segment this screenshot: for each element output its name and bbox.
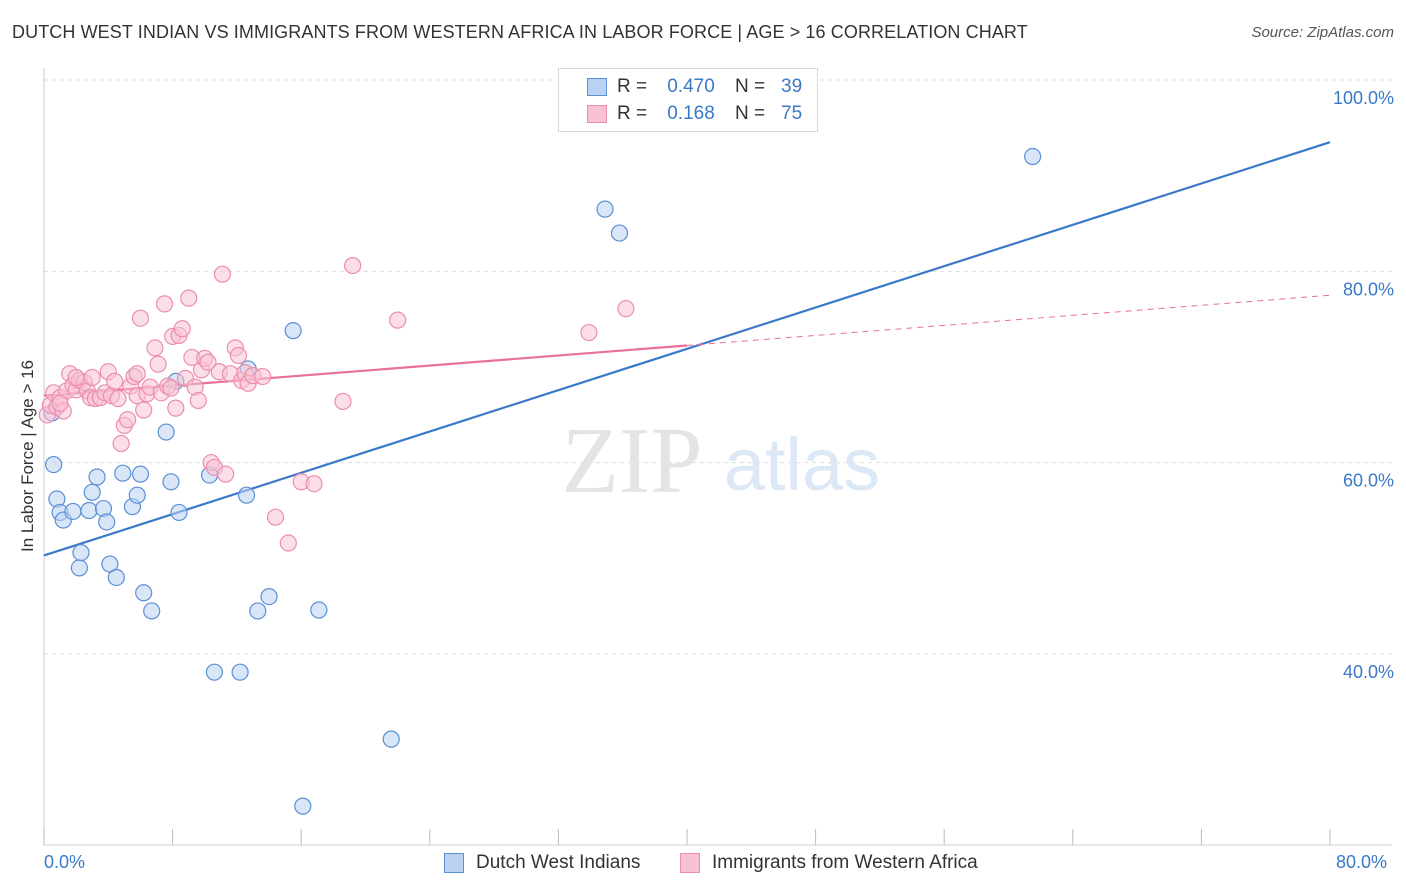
legend-r-label: R = bbox=[617, 76, 648, 97]
point-dutch-west-indians bbox=[64, 502, 82, 521]
point-immigrants-western-africa bbox=[173, 320, 191, 338]
series-legend-dutch-west-indians: Dutch West Indians bbox=[444, 852, 640, 874]
x-axis-max-label: 80.0% bbox=[1336, 852, 1388, 872]
point-immigrants-western-africa bbox=[254, 367, 272, 386]
point-immigrants-western-africa bbox=[51, 394, 69, 412]
grid-layer bbox=[44, 79, 1392, 655]
point-immigrants-western-africa bbox=[83, 368, 101, 387]
point-immigrants-western-africa bbox=[199, 353, 217, 371]
point-dutch-west-indians bbox=[128, 486, 146, 504]
point-dutch-west-indians bbox=[1024, 147, 1042, 166]
trendline-extension-dashed bbox=[686, 294, 1331, 346]
point-immigrants-western-africa bbox=[162, 379, 180, 397]
point-dutch-west-indians bbox=[88, 468, 106, 486]
series-name: Dutch West Indians bbox=[476, 852, 641, 873]
point-immigrants-western-africa bbox=[112, 434, 130, 453]
point-immigrants-western-africa bbox=[131, 309, 150, 327]
point-immigrants-western-africa bbox=[229, 346, 248, 365]
points-layer bbox=[38, 147, 1042, 815]
series-legend: Dutch West Indians Immigrants from Weste… bbox=[0, 852, 1406, 876]
source-label: Source: ZipAtlas.com bbox=[1251, 24, 1394, 41]
legend-r-label: R = bbox=[617, 103, 648, 124]
legend-n-label: N = bbox=[735, 103, 766, 124]
axes-layer bbox=[43, 68, 1392, 846]
point-immigrants-western-africa bbox=[155, 295, 174, 313]
point-dutch-west-indians bbox=[72, 543, 90, 562]
point-immigrants-western-africa bbox=[149, 355, 167, 373]
point-dutch-west-indians bbox=[83, 483, 101, 501]
point-immigrants-western-africa bbox=[334, 392, 352, 411]
y-tick-label: 100.0% bbox=[1333, 88, 1394, 108]
trendline-dutch-west-indians bbox=[43, 141, 1331, 557]
y-tick-label: 60.0% bbox=[1343, 471, 1394, 491]
legend-r-value: 0.470 bbox=[667, 76, 715, 97]
point-dutch-west-indians bbox=[294, 797, 312, 815]
series-name: Immigrants from Western Africa bbox=[712, 852, 978, 873]
point-immigrants-western-africa bbox=[189, 391, 207, 410]
point-immigrants-western-africa bbox=[109, 389, 127, 408]
point-dutch-west-indians bbox=[131, 465, 150, 483]
point-immigrants-western-africa bbox=[266, 508, 285, 526]
legend-row-immigrants-western-africa: R = 0.168 N = 75 bbox=[587, 101, 802, 127]
point-immigrants-western-africa bbox=[305, 475, 323, 493]
point-immigrants-western-africa bbox=[180, 289, 198, 307]
point-immigrants-western-africa bbox=[135, 401, 153, 419]
point-dutch-west-indians bbox=[170, 503, 188, 522]
point-dutch-west-indians bbox=[143, 602, 161, 620]
y-tick-label: 80.0% bbox=[1343, 279, 1394, 299]
point-dutch-west-indians bbox=[596, 200, 614, 218]
point-dutch-west-indians bbox=[80, 501, 98, 520]
series-legend-immigrants-western-africa: Immigrants from Western Africa bbox=[680, 852, 978, 874]
legend-n-value: 39 bbox=[781, 76, 803, 97]
point-immigrants-western-africa bbox=[128, 365, 146, 383]
point-immigrants-western-africa bbox=[167, 399, 185, 417]
point-dutch-west-indians bbox=[284, 322, 302, 340]
legend-swatch-blue bbox=[587, 78, 607, 96]
y-tick-labels: 40.0% 60.0% 80.0% 100.0% bbox=[1333, 88, 1394, 682]
point-immigrants-western-africa bbox=[389, 311, 407, 329]
point-immigrants-western-africa bbox=[106, 372, 124, 390]
point-dutch-west-indians bbox=[157, 423, 175, 441]
point-dutch-west-indians bbox=[382, 730, 400, 748]
legend-swatch-pink bbox=[587, 105, 607, 123]
point-dutch-west-indians bbox=[249, 602, 267, 620]
point-dutch-west-indians bbox=[107, 568, 125, 587]
point-dutch-west-indians bbox=[98, 513, 116, 531]
point-dutch-west-indians bbox=[205, 663, 223, 681]
point-dutch-west-indians bbox=[70, 559, 88, 577]
legend: R = 0.470 N = 39 R = 0.168 N = 75 bbox=[558, 68, 818, 132]
point-immigrants-western-africa bbox=[279, 534, 297, 552]
series-swatch-pink bbox=[680, 853, 700, 873]
legend-n-value: 75 bbox=[781, 103, 803, 124]
point-immigrants-western-africa bbox=[67, 368, 85, 387]
point-dutch-west-indians bbox=[310, 601, 328, 619]
y-tick-label: 40.0% bbox=[1343, 662, 1394, 682]
point-immigrants-western-africa bbox=[344, 256, 362, 275]
point-dutch-west-indians bbox=[135, 584, 153, 602]
point-immigrants-western-africa bbox=[217, 465, 235, 483]
chart-title: DUTCH WEST INDIAN VS IMMIGRANTS FROM WES… bbox=[12, 22, 1028, 42]
y-axis-label: In Labor Force | Age > 16 bbox=[18, 359, 37, 553]
point-immigrants-western-africa bbox=[580, 323, 598, 342]
point-dutch-west-indians bbox=[237, 486, 256, 504]
point-immigrants-western-africa bbox=[118, 411, 137, 429]
point-immigrants-western-africa bbox=[617, 300, 635, 318]
point-dutch-west-indians bbox=[231, 663, 249, 681]
watermark-atlas: atlas bbox=[724, 423, 880, 506]
legend-n-label: N = bbox=[735, 76, 766, 97]
legend-r-value: 0.168 bbox=[667, 103, 715, 124]
x-axis-min-label: 0.0% bbox=[44, 852, 86, 872]
legend-row-dutch-west-indians: R = 0.470 N = 39 bbox=[587, 74, 802, 100]
point-dutch-west-indians bbox=[114, 464, 132, 482]
watermark-zip: ZIP bbox=[562, 409, 703, 513]
point-dutch-west-indians bbox=[610, 224, 629, 242]
point-dutch-west-indians bbox=[162, 473, 180, 491]
series-swatch-blue bbox=[444, 853, 464, 873]
point-immigrants-western-africa bbox=[213, 265, 232, 283]
point-dutch-west-indians bbox=[260, 587, 278, 606]
point-immigrants-western-africa bbox=[146, 339, 164, 357]
point-dutch-west-indians bbox=[45, 455, 63, 474]
